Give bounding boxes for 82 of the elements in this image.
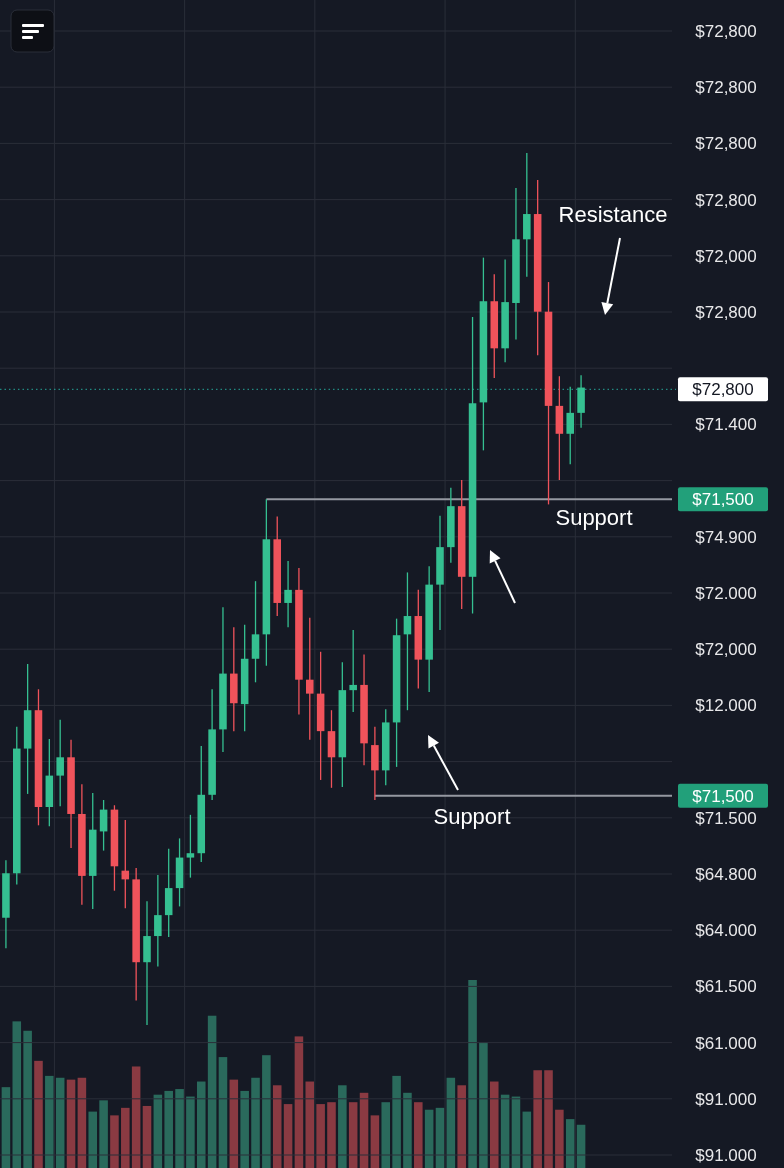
bar bbox=[121, 1107, 130, 1168]
bar bbox=[316, 1104, 325, 1168]
bar bbox=[88, 1111, 98, 1168]
text: $72,800 bbox=[695, 303, 757, 322]
bar bbox=[99, 1100, 108, 1168]
bar bbox=[66, 1079, 76, 1168]
bar bbox=[283, 1104, 293, 1168]
bar bbox=[544, 1070, 553, 1168]
bar bbox=[240, 1090, 249, 1168]
text: $64.800 bbox=[695, 865, 757, 884]
bar bbox=[196, 1081, 206, 1168]
bar bbox=[457, 1085, 466, 1168]
candlestick bbox=[56, 719, 64, 807]
bar bbox=[359, 1092, 369, 1168]
text: $71.500 bbox=[695, 808, 757, 828]
text: $71,500 bbox=[692, 490, 754, 510]
bar bbox=[131, 1066, 141, 1168]
bar bbox=[446, 1077, 456, 1168]
text: $61.500 bbox=[695, 977, 757, 997]
bar bbox=[110, 1115, 119, 1168]
bar bbox=[327, 1102, 336, 1168]
text: $64.000 bbox=[695, 921, 757, 941]
bar bbox=[186, 1096, 195, 1168]
candlestick bbox=[284, 560, 292, 629]
bar bbox=[23, 1030, 32, 1168]
text: $72,800 bbox=[695, 78, 757, 98]
bar bbox=[272, 1085, 282, 1168]
text: $72,800 bbox=[695, 190, 757, 210]
bar bbox=[12, 1021, 22, 1168]
text: $91.000 bbox=[695, 1146, 757, 1165]
bar bbox=[489, 1081, 499, 1168]
text: $91.000 bbox=[695, 1089, 757, 1109]
bar bbox=[555, 1109, 564, 1168]
bar bbox=[403, 1092, 412, 1168]
bar bbox=[34, 1060, 43, 1168]
candlestick bbox=[349, 629, 357, 713]
text: $71.400 bbox=[695, 415, 757, 435]
bar bbox=[370, 1115, 380, 1168]
candlestick bbox=[154, 874, 162, 968]
bar bbox=[381, 1102, 391, 1168]
bar bbox=[164, 1090, 173, 1168]
annotation: Resistance bbox=[558, 202, 668, 227]
candlestick bbox=[403, 571, 412, 711]
annotation: Support bbox=[433, 804, 511, 829]
text: $61.000 bbox=[695, 1033, 757, 1053]
bar bbox=[479, 1042, 488, 1168]
bar bbox=[294, 1036, 304, 1168]
candlestick bbox=[306, 617, 314, 741]
bar bbox=[435, 1107, 445, 1168]
text: $71,500 bbox=[692, 786, 754, 806]
text: $12.000 bbox=[695, 696, 757, 716]
bar bbox=[338, 1085, 347, 1168]
bar bbox=[468, 980, 477, 1168]
bar bbox=[218, 1057, 228, 1168]
bar bbox=[229, 1079, 239, 1168]
bar bbox=[1, 1087, 11, 1168]
bar bbox=[533, 1070, 542, 1168]
candlestick bbox=[566, 386, 574, 465]
bar bbox=[55, 1077, 65, 1168]
bar bbox=[414, 1102, 423, 1168]
text: $74.900 bbox=[695, 527, 757, 547]
annotation: Support bbox=[555, 505, 633, 530]
text: $72,800 bbox=[695, 22, 757, 41]
bar bbox=[142, 1105, 152, 1168]
text: $72,800 bbox=[692, 380, 754, 400]
text: $72,800 bbox=[695, 134, 757, 154]
bar bbox=[45, 1075, 54, 1168]
bar bbox=[207, 1015, 217, 1168]
bar bbox=[348, 1102, 358, 1168]
text: $72,000 bbox=[695, 640, 757, 660]
bar bbox=[305, 1081, 315, 1168]
bar bbox=[77, 1077, 87, 1168]
bar bbox=[424, 1109, 434, 1168]
candlestick bbox=[186, 814, 195, 879]
bar bbox=[251, 1077, 260, 1168]
bar bbox=[262, 1055, 271, 1168]
text: $72.000 bbox=[695, 584, 757, 603]
bar bbox=[565, 1119, 575, 1168]
bar bbox=[392, 1075, 401, 1168]
text: $72,000 bbox=[695, 246, 757, 266]
bar bbox=[522, 1111, 532, 1168]
bar bbox=[175, 1089, 184, 1168]
